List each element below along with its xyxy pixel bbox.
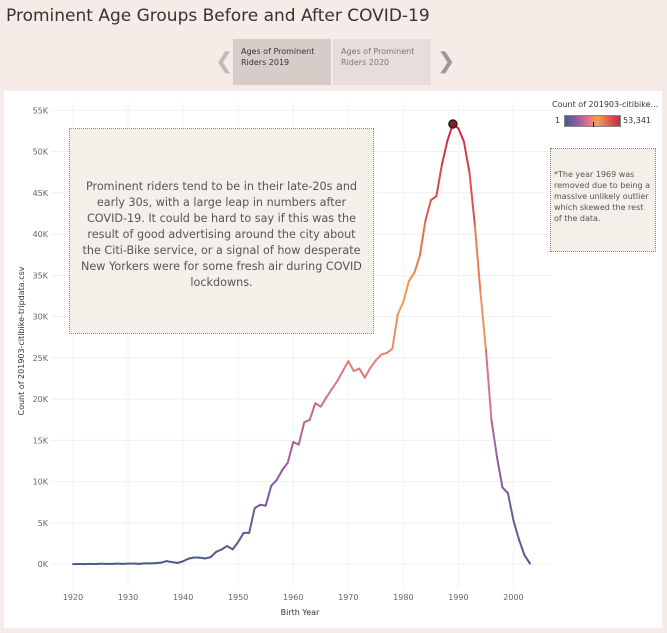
line-segment <box>479 290 487 351</box>
line-segment <box>523 554 531 565</box>
outlier-note: *The year 1969 was removed due to being … <box>550 148 656 252</box>
line-segment <box>374 353 383 362</box>
y-tick-label: 0K <box>38 560 49 569</box>
line-segment <box>253 503 262 510</box>
chevron-right-icon[interactable]: ❯ <box>437 49 456 74</box>
line-segment <box>231 540 240 551</box>
line-segment <box>402 280 410 303</box>
line-segment <box>418 219 427 257</box>
x-tick-label: 1970 <box>338 593 358 602</box>
line-segment <box>248 507 256 534</box>
line-segment <box>358 367 366 379</box>
x-tick-label: 2000 <box>503 593 523 602</box>
y-tick-label: 45K <box>33 189 49 198</box>
story-point-2020[interactable]: Ages of Prominent Riders 2020 <box>333 39 431 85</box>
line-segment <box>303 418 311 424</box>
line-segment <box>237 531 245 543</box>
line-segment <box>182 557 190 563</box>
line-segment <box>336 360 350 382</box>
x-tick-label: 1920 <box>63 593 83 602</box>
legend-color-ramp <box>564 115 621 127</box>
y-tick-label: 15K <box>33 436 49 445</box>
line-segment <box>325 388 333 399</box>
legend-min-label: 1 <box>555 116 561 125</box>
y-tick-label: 40K <box>33 230 49 239</box>
line-segment <box>385 347 394 354</box>
line-segment <box>457 127 465 143</box>
line-segment <box>396 300 405 316</box>
story-navigator: ❮ Ages of Prominent Riders 2019 Ages of … <box>213 39 456 85</box>
line-segment <box>424 199 432 222</box>
line-segment <box>506 492 515 522</box>
line-segment <box>308 402 317 421</box>
line-segment <box>220 545 229 551</box>
y-tick-label: 20K <box>33 395 49 404</box>
x-tick-label: 1940 <box>173 593 193 602</box>
line-segment <box>363 366 372 379</box>
line-segment <box>215 548 223 553</box>
y-tick-label: 5K <box>38 519 49 528</box>
line-chart: 0K 5K 10K 15K 20K 25K 30K 35K 40K 45K 50K 55K 1920 1… <box>17 102 552 617</box>
line-segment <box>391 313 399 350</box>
x-tick-label: 1950 <box>228 593 248 602</box>
story-point-2019[interactable]: Ages of Prominent Riders 2019 <box>233 39 331 85</box>
line-segment <box>330 379 339 391</box>
line-segment <box>226 545 234 551</box>
legend-marker <box>593 122 594 127</box>
line-segment <box>297 421 306 446</box>
y-tick-label: 50K <box>33 148 49 157</box>
line-segment <box>286 441 295 464</box>
legend-title: Count of 201903-citibike... <box>552 100 659 109</box>
y-axis-title: Count of 201903-citibike-tripdata.csv <box>17 266 26 415</box>
line-segment <box>270 479 278 487</box>
line-segment <box>352 367 361 373</box>
line-segment <box>462 140 471 174</box>
line-segment <box>209 550 218 559</box>
x-tick-label: 1980 <box>393 593 413 602</box>
y-tick-label: 30K <box>33 313 49 322</box>
line-segment <box>413 254 421 274</box>
line-segment <box>319 396 328 408</box>
line-segment <box>275 469 284 482</box>
line-segment <box>473 224 482 293</box>
line-segment <box>435 163 443 198</box>
x-tick-label: 1990 <box>448 593 468 602</box>
line-segment <box>484 348 493 421</box>
annotation-box: Prominent riders tend to be in their lat… <box>69 128 374 334</box>
line-segment <box>429 195 438 202</box>
page-title: Prominent Age Groups Before and After CO… <box>6 6 430 26</box>
line-segment <box>347 360 355 373</box>
line-segment <box>407 271 416 283</box>
line-segment <box>501 486 509 495</box>
x-tick-label: 1930 <box>118 593 138 602</box>
y-tick-label: 25K <box>33 354 49 363</box>
line-segment <box>264 484 273 507</box>
x-tick-label: 1960 <box>283 593 303 602</box>
line-segment <box>314 402 322 408</box>
y-tick-label: 55K <box>33 106 49 115</box>
line-segment <box>369 359 377 369</box>
x-axis-title: Birth Year <box>281 608 320 617</box>
line-segment <box>490 418 498 458</box>
line-segment <box>440 139 449 166</box>
line-segment <box>468 171 476 227</box>
line-segment <box>512 519 520 541</box>
y-tick-label: 35K <box>33 271 49 280</box>
line-segment <box>281 461 289 472</box>
y-tick-label: 10K <box>33 478 49 487</box>
chart-panel: 0K 5K 10K 15K 20K 25K 30K 35K 40K 45K 50K 55K 1920 1… <box>4 91 662 628</box>
legend-max-label: 53,341 <box>623 116 651 125</box>
line-segment <box>517 538 526 557</box>
chevron-left-icon[interactable]: ❮ <box>215 49 234 74</box>
line-segment <box>495 455 504 489</box>
peak-point-marker[interactable] <box>448 119 458 129</box>
